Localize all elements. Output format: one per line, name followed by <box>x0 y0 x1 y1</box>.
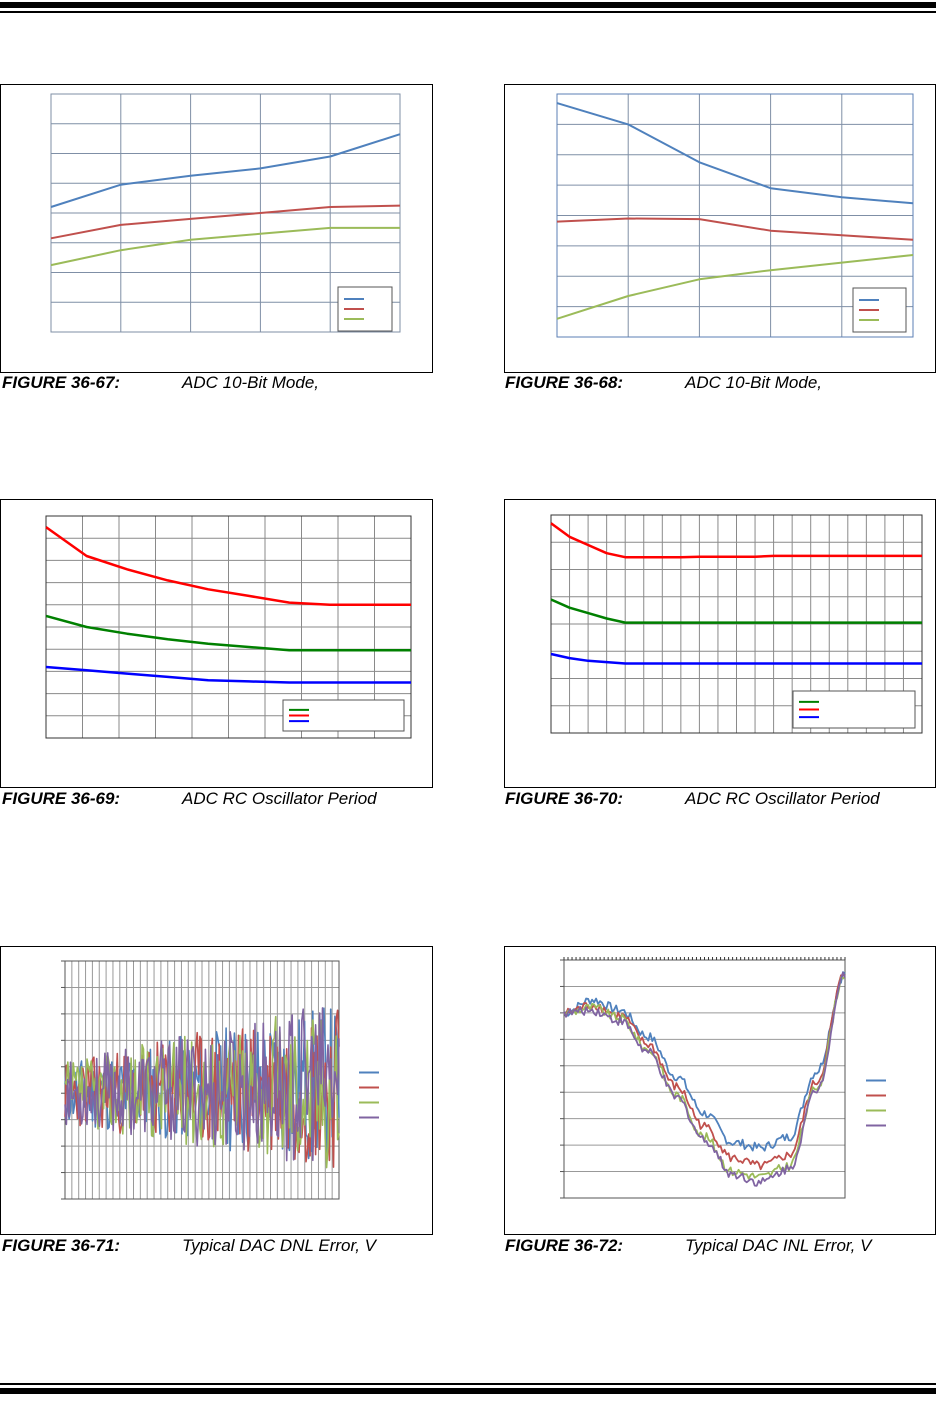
figure-title: ADC RC Oscillator Period <box>685 789 880 808</box>
series-line <box>556 217 914 241</box>
figure-36-69-frame <box>0 499 433 788</box>
figure-label: FIGURE 36-69: <box>2 789 121 808</box>
series-line <box>556 254 914 320</box>
figure-36-67-frame <box>0 84 433 373</box>
figure-36-68-caption: FIGURE 36-68: ADC 10-Bit Mode, <box>505 373 822 393</box>
figure-label: FIGURE 36-72: <box>505 1236 624 1255</box>
plot-area <box>560 957 846 1199</box>
figure-36-71-caption: FIGURE 36-71: Typical DAC DNL Error, V <box>2 1236 376 1256</box>
figure-title: ADC 10-Bit Mode, <box>685 373 822 392</box>
figure-36-72-chart <box>560 957 886 1199</box>
bottom-rule-thick <box>0 1388 936 1394</box>
series-line <box>45 665 411 684</box>
figure-36-70-chart <box>550 514 923 734</box>
figure-36-67-caption: FIGURE 36-67: ADC 10-Bit Mode, <box>2 373 319 393</box>
figure-label: FIGURE 36-68: <box>505 373 624 392</box>
series-line <box>50 226 400 267</box>
figure-36-70-caption: FIGURE 36-70: ADC RC Oscillator Period <box>505 789 880 809</box>
figure-36-67-chart <box>50 93 401 333</box>
figure-36-68-chart <box>556 93 914 338</box>
legend <box>852 287 907 333</box>
top-rule-thick <box>0 2 936 8</box>
figure-title: ADC 10-Bit Mode, <box>182 373 319 392</box>
series-line <box>550 598 922 624</box>
bottom-rule-thin <box>0 1383 936 1385</box>
series-line <box>550 652 922 665</box>
figure-36-72-frame <box>504 946 936 1235</box>
plot-area <box>61 960 340 1200</box>
series-line <box>550 522 922 559</box>
figure-label: FIGURE 36-71: <box>2 1236 121 1255</box>
figure-36-72-caption: FIGURE 36-72: Typical DAC INL Error, V <box>505 1236 871 1256</box>
figure-36-68-frame <box>504 84 936 373</box>
plot-frame <box>45 515 412 739</box>
plot-area <box>45 515 412 739</box>
figure-label: FIGURE 36-67: <box>2 373 121 392</box>
figure-title: ADC RC Oscillator Period <box>182 789 377 808</box>
legend <box>359 1071 379 1119</box>
plot-frame <box>563 959 846 1199</box>
series-line <box>563 974 846 1171</box>
series-line <box>45 614 411 652</box>
legend <box>792 690 916 729</box>
figure-title: Typical DAC DNL Error, V <box>182 1236 376 1255</box>
plot-frame <box>556 93 914 338</box>
figure-36-71-frame <box>0 946 433 1235</box>
series-line <box>50 133 401 208</box>
plot-area <box>556 93 914 338</box>
figure-36-69-chart <box>45 515 412 739</box>
plot-frame <box>50 93 401 333</box>
series-line <box>556 102 914 205</box>
legend <box>866 1079 886 1127</box>
plot-area <box>550 514 923 734</box>
plot-frame <box>550 514 923 734</box>
legend <box>282 699 405 732</box>
series-line <box>563 971 846 1152</box>
figure-label: FIGURE 36-70: <box>505 789 624 808</box>
series-line <box>45 526 411 607</box>
figure-36-70-frame <box>504 499 936 788</box>
figure-36-71-chart <box>61 960 379 1200</box>
legend <box>337 286 393 332</box>
plot-area <box>50 93 401 333</box>
series-line <box>50 204 401 240</box>
series-line <box>64 1007 340 1162</box>
figure-36-69-caption: FIGURE 36-69: ADC RC Oscillator Period <box>2 789 377 809</box>
series-line <box>563 971 846 1187</box>
top-rule-thin <box>0 11 936 13</box>
figure-title: Typical DAC INL Error, V <box>685 1236 872 1255</box>
